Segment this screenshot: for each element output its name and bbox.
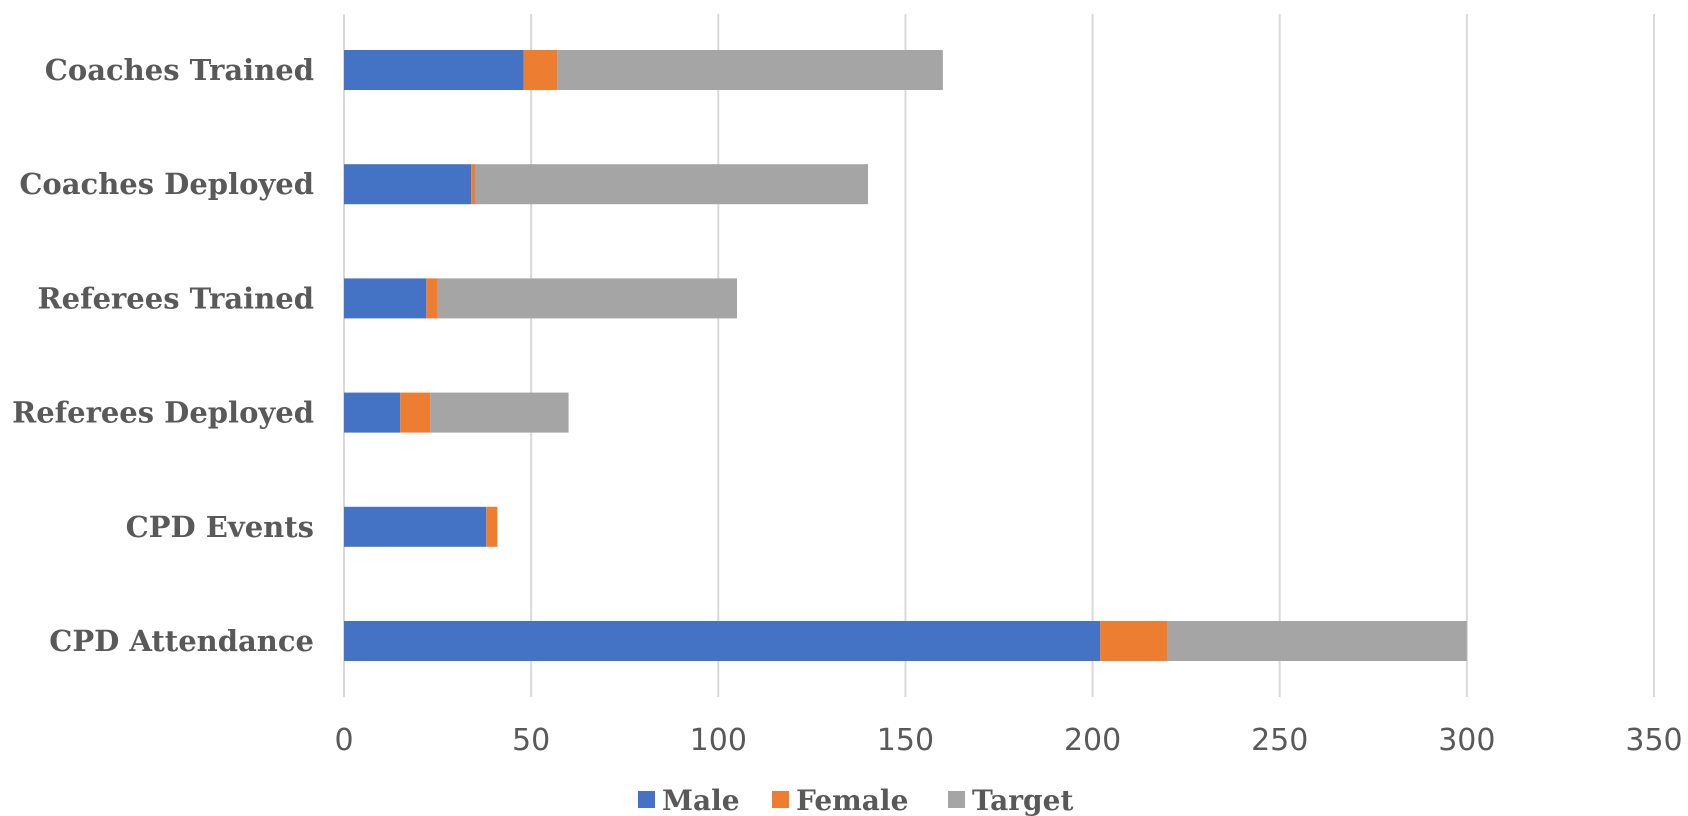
category-label: Referees Deployed: [12, 396, 314, 430]
bar-female: [1100, 621, 1168, 661]
bar-target: [1167, 621, 1467, 661]
gridlines: [343, 14, 1655, 697]
legend-label-male: Male: [662, 784, 740, 816]
x-tick-label: 150: [877, 723, 934, 758]
x-tick-label: 100: [690, 723, 747, 758]
bar-male: [344, 506, 487, 547]
x-tick-labels: 0 50 100 150 200 250 300 350: [334, 723, 1682, 758]
bar-target: [475, 164, 868, 205]
x-tick-label: 200: [1064, 723, 1121, 758]
legend-swatch-female: [772, 791, 789, 808]
x-tick-label: 50: [512, 723, 550, 758]
bar-target: [430, 392, 569, 433]
bar-male: [344, 50, 524, 90]
category-labels: Coaches Trained Coaches Deployed Referees …: [12, 53, 314, 658]
category-label: Referees Trained: [38, 281, 314, 315]
legend-label-target: Target: [972, 784, 1073, 816]
bar-female: [400, 392, 431, 433]
legend-swatch-male: [638, 791, 655, 808]
category-label: Coaches Trained: [45, 53, 314, 87]
legend: Male Female Target: [638, 784, 1073, 816]
bar-female: [486, 506, 498, 547]
bar-target: [557, 50, 943, 90]
legend-swatch-target: [948, 791, 965, 808]
category-label: CPD Attendance: [49, 624, 314, 658]
bar-target: [437, 278, 737, 319]
bar-male: [344, 278, 427, 319]
x-tick-label: 300: [1438, 723, 1495, 758]
legend-label-female: Female: [796, 784, 908, 816]
category-label: CPD Events: [126, 510, 314, 544]
bar-male: [344, 164, 472, 205]
x-tick-label: 250: [1251, 723, 1308, 758]
bar-female: [426, 278, 438, 319]
bar-female: [471, 164, 475, 205]
bar-female: [523, 50, 558, 90]
bar-male: [344, 392, 401, 433]
x-tick-label: 350: [1625, 723, 1682, 758]
bar-male: [344, 621, 1101, 661]
bar-group: [344, 50, 1467, 661]
x-tick-label: 0: [334, 723, 353, 758]
category-label: Coaches Deployed: [19, 167, 314, 201]
